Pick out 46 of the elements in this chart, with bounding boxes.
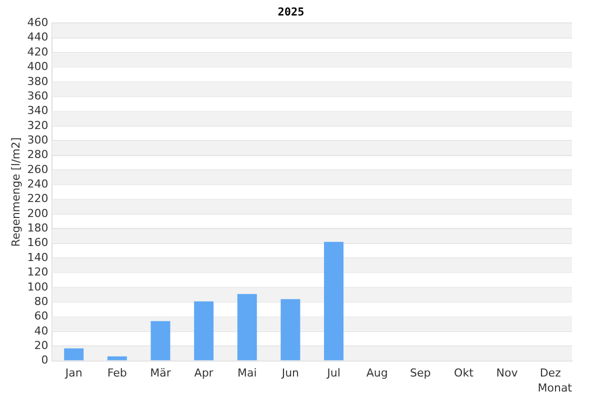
y-axis-title: Regenmenge [l/m2] (9, 137, 22, 247)
y-tick-label: 400 (27, 60, 48, 74)
bar (150, 321, 170, 360)
y-tick-label: 260 (27, 162, 48, 176)
y-tick-label: 220 (27, 192, 48, 206)
y-tick-label: 80 (34, 294, 48, 308)
bar (324, 242, 344, 360)
y-tick-label: 460 (27, 16, 48, 30)
y-tick-label: 0 (41, 354, 48, 367)
bar (237, 294, 257, 360)
y-tick-label: 160 (27, 236, 48, 250)
x-tick-label: Nov (496, 366, 518, 380)
y-tick-label: 240 (27, 178, 48, 191)
y-tick-label: 200 (27, 206, 48, 220)
y-tick-label: 20 (34, 338, 48, 352)
y-tick-label: 340 (27, 104, 48, 118)
y-tick-label: 40 (34, 324, 48, 338)
x-tick-label: Sep (410, 366, 431, 380)
y-tick-label: 420 (27, 45, 48, 58)
x-tick-label: Apr (194, 366, 214, 380)
bar (107, 356, 127, 360)
x-axis-title: Monat (538, 381, 573, 394)
y-tick-label: 380 (27, 74, 48, 88)
chart-title: 2025 (278, 5, 304, 18)
y-tick-label: 140 (27, 250, 48, 264)
x-tick-label: Jul (326, 366, 340, 380)
y-tick-label: 180 (27, 222, 48, 235)
x-tick-label: Jun (280, 366, 300, 380)
x-tick-label: Mai (237, 366, 257, 380)
x-tick-label: Feb (107, 366, 127, 380)
y-tick-label: 360 (27, 89, 48, 102)
x-tick-label: Mär (150, 366, 172, 380)
bar (194, 301, 214, 360)
x-tick-label: Okt (454, 366, 474, 380)
x-tick-label: Dez (540, 366, 562, 380)
bar (64, 348, 84, 360)
x-tick-label: Jan (64, 366, 82, 380)
y-tick-label: 280 (27, 148, 48, 162)
bar (280, 299, 300, 360)
y-tick-label: 100 (27, 280, 48, 294)
y-tick-label: 300 (27, 133, 48, 146)
y-tick-label: 320 (27, 118, 48, 132)
y-tick-label: 440 (27, 30, 48, 44)
x-tick-label: Aug (366, 366, 388, 380)
y-tick-label: 120 (27, 266, 48, 279)
y-tick-label: 60 (34, 310, 48, 323)
